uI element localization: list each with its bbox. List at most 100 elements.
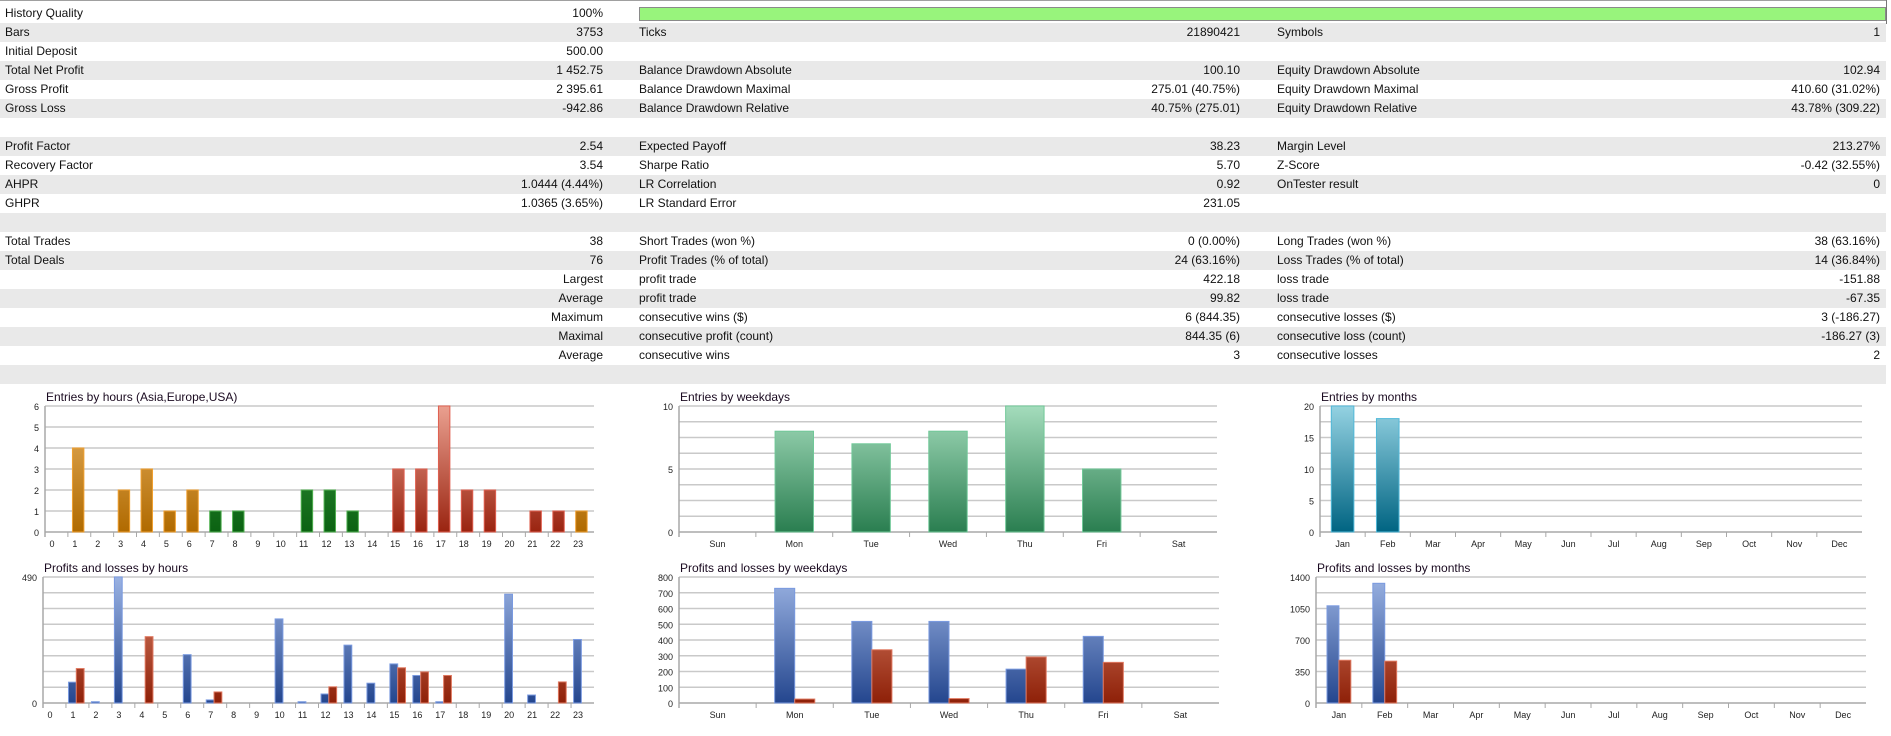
metric-label: Symbols [1277, 25, 1324, 39]
metric-value: Average [558, 348, 603, 362]
table-row: Total Deals 76 Profit Trades (% of total) 2… [0, 251, 1886, 270]
x-tick-label: Tue [864, 710, 879, 720]
metric-label: LR Correlation [639, 177, 717, 191]
profit-bar-Fri [1082, 635, 1104, 704]
metric-label: profit trade [639, 272, 697, 286]
x-tick-label: Wed [940, 710, 958, 720]
metric-label: consecutive loss (count) [1277, 329, 1406, 343]
scrollbar[interactable] [1886, 0, 1887, 24]
bar-5 [163, 510, 176, 533]
metric-label: Equity Drawdown Maximal [1277, 82, 1419, 96]
metric-label: loss trade [1277, 272, 1330, 286]
y-tick-label: 1 [34, 507, 39, 517]
y-tick-label: 5 [1309, 497, 1314, 507]
profit-bar-Wed [928, 620, 950, 704]
x-tick-label: 16 [412, 710, 422, 720]
x-tick-label: 20 [504, 539, 514, 549]
x-tick-label: 17 [436, 539, 446, 549]
profit-bar-6 [182, 654, 192, 704]
loss-bar-Fri [1102, 661, 1124, 704]
loss-bar-22 [557, 681, 567, 704]
metric-value: 99.82 [1209, 291, 1240, 305]
bar-21 [529, 510, 542, 533]
metric-label: Long Trades (won %) [1277, 234, 1392, 248]
table-row: Total Trades 38 Short Trades (won %) 0 (0.0… [0, 232, 1886, 251]
metric-value: 100.10 [1203, 63, 1240, 77]
metric-value: 1.0365 (3.65%) [520, 196, 603, 210]
bar-8 [232, 510, 245, 533]
bar-Fri [1082, 468, 1122, 533]
metric-label: Short Trades (won %) [639, 234, 756, 248]
x-tick-label: Oct [1744, 710, 1759, 720]
metric-label: consecutive losses ($) [1277, 310, 1396, 324]
y-tick-label: 500 [658, 620, 673, 630]
table-row: Initial Deposit 500.00 [0, 42, 1886, 61]
x-tick-label: Nov [1786, 539, 1803, 549]
metric-value: 3 (-186.27) [1821, 310, 1880, 324]
x-tick-label: 9 [254, 710, 259, 720]
bar-1 [71, 447, 85, 533]
metric-label: Bars [5, 25, 30, 39]
x-tick-label: May [1515, 539, 1533, 549]
profit-bar-21 [527, 694, 536, 704]
metric-value: 3753 [576, 25, 603, 39]
table-row: Maximal consecutive profit (count) 844.35 … [0, 327, 1886, 346]
x-tick-label: 2 [93, 710, 98, 720]
metric-label: Margin Level [1277, 139, 1346, 153]
metric-value: 2.54 [579, 139, 603, 153]
x-tick-label: Fri [1098, 710, 1109, 720]
x-tick-label: 8 [231, 710, 236, 720]
profit-bar-16 [412, 674, 422, 704]
x-tick-label: 3 [118, 539, 123, 549]
metric-label: Profit Trades (% of total) [639, 253, 769, 267]
x-tick-label: Jul [1608, 539, 1620, 549]
x-tick-label: 9 [255, 539, 260, 549]
metric-value: 14 (36.84%) [1814, 253, 1880, 267]
chart-title: Profits and losses by weekdays [680, 561, 847, 575]
x-tick-label: 5 [164, 539, 169, 549]
bar-Tue [851, 443, 891, 533]
y-tick-label: 300 [658, 652, 673, 662]
x-tick-label: 1 [72, 539, 77, 549]
table-row: Total Net Profit 1 452.75 Balance Drawdown… [0, 61, 1886, 80]
chart-title: Entries by weekdays [680, 390, 790, 404]
loss-bar-4 [144, 636, 154, 704]
y-tick-label: 10 [663, 402, 673, 412]
metric-value: 21890421 [1186, 25, 1240, 39]
y-tick-label: 200 [658, 668, 673, 678]
bar-22 [552, 510, 565, 533]
profit-bar-Jan [1326, 605, 1340, 704]
metric-label: consecutive profit (count) [639, 329, 774, 343]
profit-bar-Feb [1372, 582, 1386, 704]
y-tick-label: 0 [1309, 528, 1314, 538]
table-row: Largest profit trade 422.18 loss trade -151.… [0, 270, 1886, 289]
metric-value: 38.23 [1209, 139, 1240, 153]
metric-label: profit trade [639, 291, 697, 305]
pl-weekdays-chart: Profits and losses by weekdays 0 100 200 300… [658, 561, 1219, 720]
y-tick-label: 800 [658, 573, 673, 583]
bar-15 [392, 468, 405, 533]
y-tick-label: 0 [32, 699, 37, 709]
metric-value: -942.86 [562, 101, 603, 115]
profit-bar-3 [113, 576, 123, 704]
x-tick-label: 20 [504, 710, 514, 720]
metric-value: 3 [1233, 348, 1240, 362]
x-tick-label: 18 [459, 539, 469, 549]
metric-label: consecutive wins ($) [639, 310, 748, 324]
metric-label: Recovery Factor [5, 158, 94, 172]
x-tick-label: Jan [1335, 539, 1350, 549]
y-tick-label: 400 [658, 636, 673, 646]
metric-label: Balance Drawdown Relative [639, 101, 790, 115]
x-tick-label: 23 [573, 710, 583, 720]
profit-bar-1 [67, 681, 77, 704]
metric-label: Initial Deposit [5, 44, 78, 58]
metric-value: 1 452.75 [556, 63, 603, 77]
loss-bar-12 [328, 686, 338, 704]
bar-17 [437, 405, 451, 533]
profit-bar-15 [389, 663, 399, 704]
metric-label: Profit Factor [5, 139, 71, 153]
metric-value: 0 [1873, 177, 1880, 191]
x-tick-label: 22 [550, 710, 560, 720]
bar-7 [209, 510, 222, 533]
